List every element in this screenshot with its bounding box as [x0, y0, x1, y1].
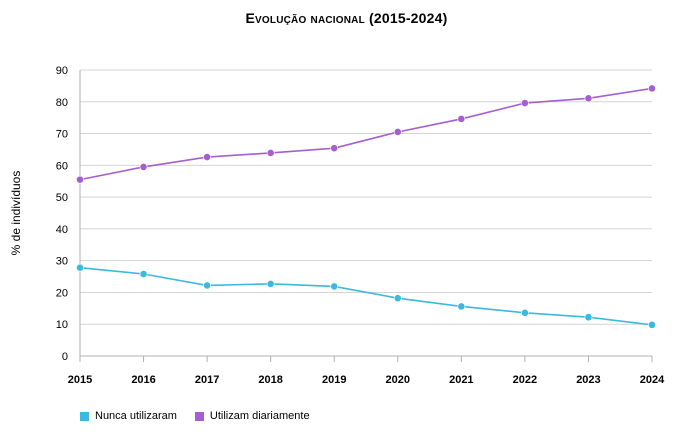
y-tick-label: 30 — [56, 256, 68, 268]
data-point[interactable] — [139, 163, 148, 171]
y-tick-label: 20 — [56, 287, 68, 299]
x-tick-label: 2020 — [386, 374, 410, 386]
data-point[interactable] — [393, 294, 402, 303]
legend: Nunca utilizaram Utilizam diariamente — [80, 410, 310, 422]
gridlines — [80, 69, 652, 325]
y-tick-label: 70 — [56, 129, 68, 141]
data-point[interactable] — [520, 308, 529, 317]
x-tick-labels: 2015 2016 2017 2018 2019 2020 2021 2022 2023 2024 — [68, 374, 665, 386]
x-tick-label: 2017 — [195, 374, 219, 386]
x-tick-label: 2018 — [258, 374, 282, 386]
series-line-0 — [79, 266, 653, 326]
x-tick-label: 2015 — [68, 374, 92, 386]
data-point[interactable] — [266, 149, 275, 157]
x-tick-label: 2021 — [449, 374, 473, 386]
data-point[interactable] — [457, 115, 466, 123]
data-point[interactable] — [76, 175, 84, 184]
data-point[interactable] — [584, 313, 593, 322]
x-tick-label: 2016 — [131, 374, 155, 386]
data-point[interactable] — [648, 320, 656, 329]
data-point[interactable] — [584, 94, 593, 103]
data-point[interactable] — [139, 270, 148, 278]
axes — [79, 70, 653, 362]
x-tick-label: 2024 — [640, 374, 665, 386]
data-point[interactable] — [520, 99, 529, 107]
x-tick-label: 2022 — [513, 374, 537, 386]
data-point[interactable] — [76, 263, 84, 272]
y-tick-label: 10 — [56, 319, 68, 331]
legend-item-nunca[interactable]: Nunca utilizaram — [80, 410, 177, 422]
data-point[interactable] — [330, 144, 339, 153]
data-point[interactable] — [203, 153, 212, 161]
y-tick-labels: 0 10 20 30 40 50 60 70 80 90 — [56, 65, 68, 363]
x-tick-label: 2019 — [322, 374, 346, 386]
x-tick-label: 2023 — [576, 374, 600, 386]
series-points — [76, 84, 656, 329]
chart-title: Evolução nacional (2015-2024) — [245, 10, 448, 26]
legend-swatch-icon — [194, 411, 204, 421]
y-tick-label: 0 — [62, 351, 68, 363]
y-tick-label: 40 — [56, 224, 68, 236]
y-tick-label: 60 — [56, 160, 68, 172]
data-point[interactable] — [266, 279, 275, 288]
data-point[interactable] — [457, 302, 466, 311]
legend-item-diariamente[interactable]: Utilizam diariamente — [194, 410, 310, 422]
data-point[interactable] — [393, 128, 402, 136]
data-point[interactable] — [203, 281, 212, 290]
y-tick-label: 50 — [56, 192, 68, 204]
legend-label: Nunca utilizaram — [95, 410, 177, 422]
data-point[interactable] — [648, 84, 656, 93]
legend-swatch-icon — [80, 411, 89, 421]
data-point[interactable] — [330, 282, 339, 291]
y-axis-title: % de indivíduos — [9, 171, 23, 256]
y-tick-label: 80 — [56, 97, 68, 109]
legend-label: Utilizam diariamente — [209, 410, 310, 422]
y-tick-label: 90 — [56, 65, 68, 77]
series-line-1 — [79, 87, 653, 181]
series-lines — [79, 87, 653, 326]
